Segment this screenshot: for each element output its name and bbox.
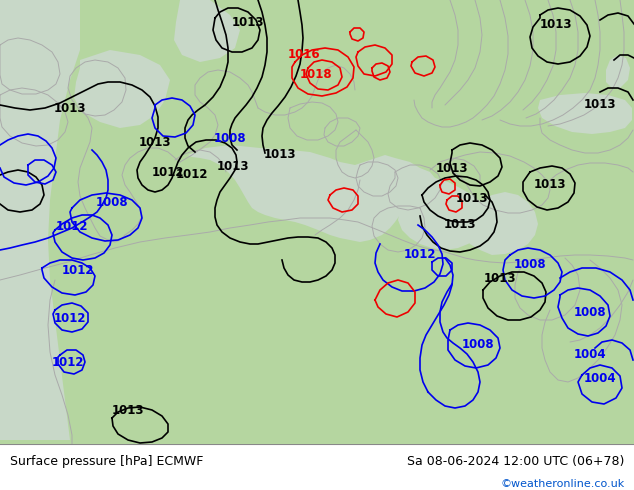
Text: 1013: 1013 <box>264 148 296 162</box>
Polygon shape <box>606 55 630 88</box>
Text: 1008: 1008 <box>462 339 495 351</box>
Text: 1008: 1008 <box>214 131 247 145</box>
Text: ©weatheronline.co.uk: ©weatheronline.co.uk <box>500 480 624 490</box>
Text: 1012: 1012 <box>152 167 184 179</box>
Text: 1008: 1008 <box>514 259 547 271</box>
Text: 1013: 1013 <box>232 16 264 28</box>
Text: 1013: 1013 <box>112 403 145 416</box>
Text: 1012: 1012 <box>54 312 86 324</box>
Text: 1013: 1013 <box>217 161 249 173</box>
Polygon shape <box>538 93 632 134</box>
Polygon shape <box>460 192 538 255</box>
Text: Sa 08-06-2024 12:00 UTC (06+78): Sa 08-06-2024 12:00 UTC (06+78) <box>407 455 624 468</box>
Text: 1013: 1013 <box>139 137 171 149</box>
Text: 1013: 1013 <box>54 101 86 115</box>
Text: 1013: 1013 <box>540 19 573 31</box>
Text: 1013: 1013 <box>534 178 566 192</box>
Text: 1012: 1012 <box>404 248 436 262</box>
Polygon shape <box>188 145 440 242</box>
Text: 1012: 1012 <box>176 169 208 181</box>
Text: 1013: 1013 <box>584 98 616 112</box>
Text: 1012: 1012 <box>56 220 88 234</box>
Text: 1012: 1012 <box>52 356 84 368</box>
Text: 1008: 1008 <box>96 196 128 209</box>
Polygon shape <box>74 50 170 128</box>
Text: 1012: 1012 <box>61 264 94 276</box>
Text: 1013: 1013 <box>436 162 469 174</box>
Text: 1013: 1013 <box>484 271 516 285</box>
Text: 1013: 1013 <box>456 192 488 204</box>
Text: 1016: 1016 <box>288 49 320 62</box>
Text: 1004: 1004 <box>574 348 606 362</box>
Text: 1008: 1008 <box>574 305 606 318</box>
Text: 1013: 1013 <box>444 219 476 231</box>
Text: Surface pressure [hPa] ECMWF: Surface pressure [hPa] ECMWF <box>10 455 203 468</box>
Polygon shape <box>174 0 240 62</box>
Polygon shape <box>0 0 80 440</box>
Polygon shape <box>398 178 488 250</box>
Text: 1018: 1018 <box>300 69 332 81</box>
Text: 1004: 1004 <box>584 371 616 385</box>
